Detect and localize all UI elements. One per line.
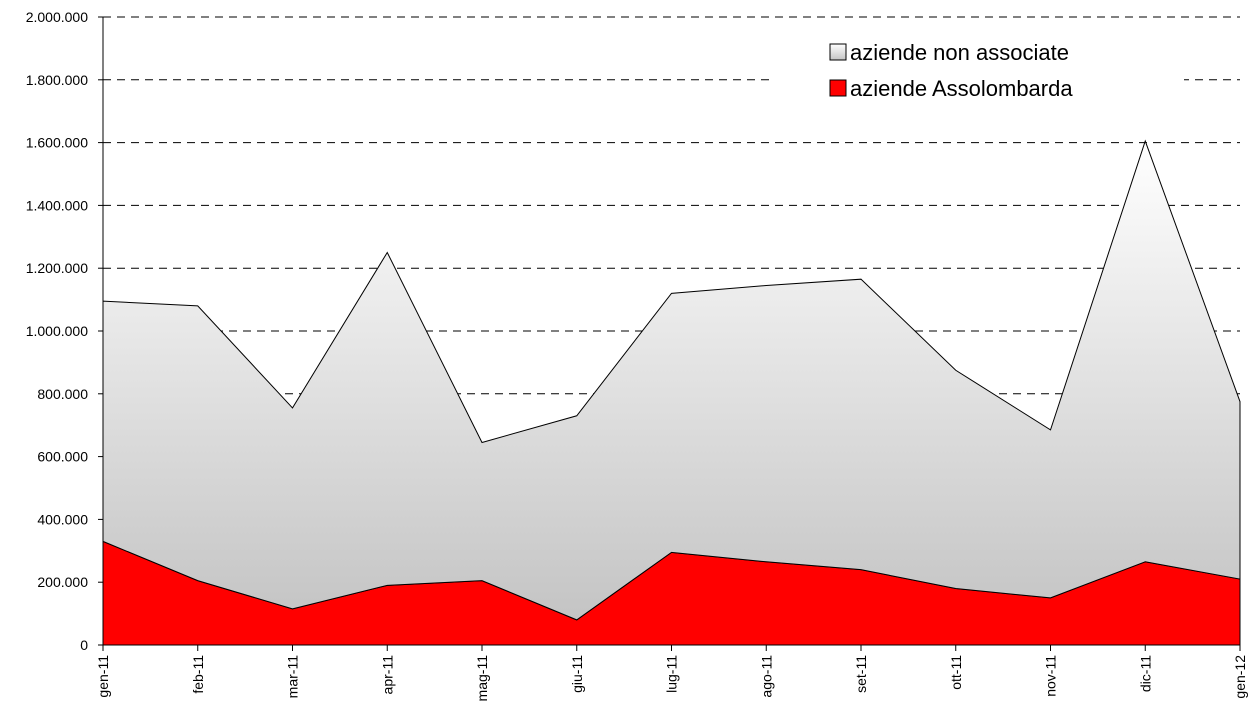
legend-label: aziende Assolombarda xyxy=(850,76,1073,101)
y-tick-label: 2.000.000 xyxy=(26,9,88,25)
y-tick-label: 1.000.000 xyxy=(26,323,88,339)
y-tick-label: 1.400.000 xyxy=(26,197,88,213)
y-tick-label: 1.600.000 xyxy=(26,135,88,151)
area xyxy=(102,139,1241,621)
y-tick-label: 400.000 xyxy=(37,511,88,527)
y-tick-label: 600.000 xyxy=(37,449,88,465)
x-tick-label: gen-11 xyxy=(95,655,111,698)
x-tick-label: mar-11 xyxy=(285,655,301,699)
y-tick-label: 1.800.000 xyxy=(26,72,88,88)
x-tick-label: dic-11 xyxy=(1137,655,1153,692)
x-tick-label: ott-11 xyxy=(948,655,964,690)
x-tick-label: nov-11 xyxy=(1043,655,1059,697)
y-tick-label: 0 xyxy=(80,637,88,653)
y-tick-label: 800.000 xyxy=(37,386,88,402)
y-tick-label: 200.000 xyxy=(37,574,88,590)
x-tick-label: lug-11 xyxy=(664,655,680,693)
x-tick-label: ago-11 xyxy=(758,655,774,698)
x-tick-label: set-11 xyxy=(853,655,869,693)
x-tick-label: feb-11 xyxy=(190,655,206,694)
legend-swatch xyxy=(829,43,847,61)
x-tick-label: giu-11 xyxy=(569,655,585,693)
x-tick-label: mag-11 xyxy=(474,655,490,702)
legend-swatch xyxy=(829,79,847,97)
legend-label: aziende non associate xyxy=(850,40,1069,65)
x-tick-label: gen-12 xyxy=(1232,655,1248,699)
y-tick-label: 1.200.000 xyxy=(26,260,88,276)
x-tick-label: apr-11 xyxy=(379,655,395,695)
